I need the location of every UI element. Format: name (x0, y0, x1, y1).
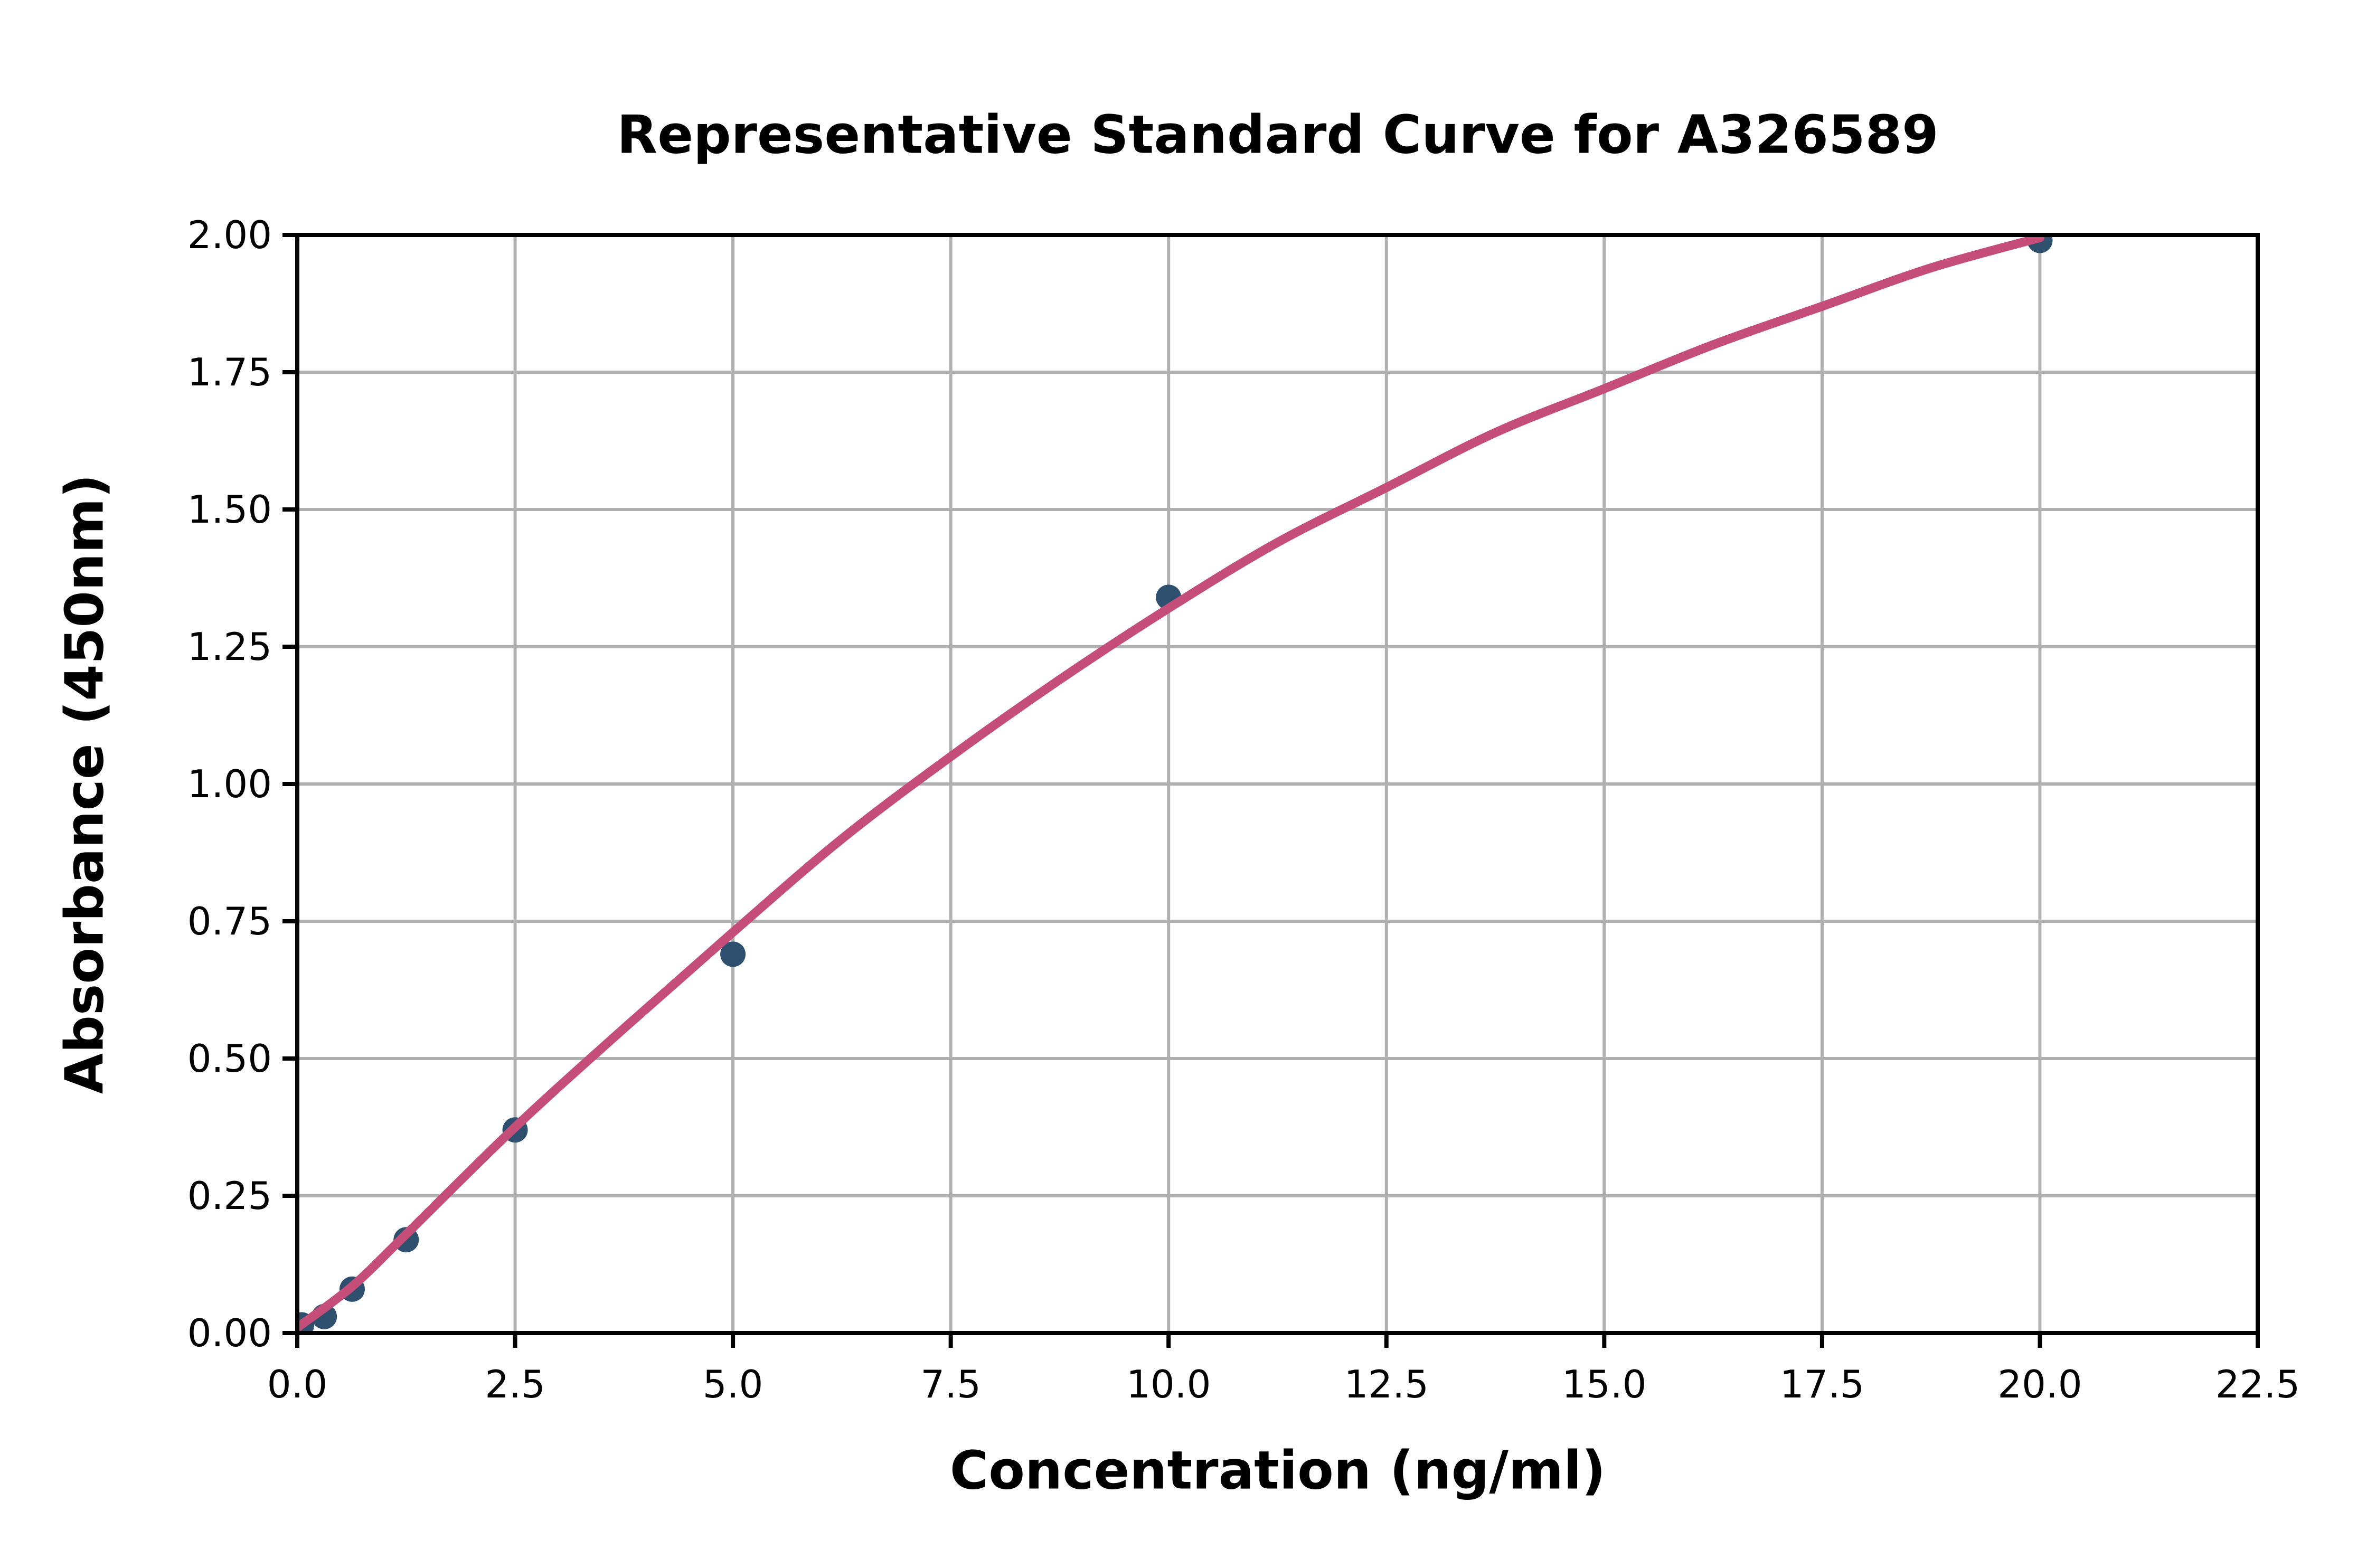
x-tick-label: 12.5 (1344, 1362, 1429, 1406)
x-tick-label: 22.5 (2215, 1362, 2300, 1406)
y-axis-tick-labels: 0.00 0.25 0.50 0.75 1.00 1.25 1.50 1.75 2.00 (187, 213, 272, 1355)
y-tick-label: 0.75 (187, 899, 272, 943)
x-axis-label: Concentration (ng/ml) (950, 1440, 1606, 1501)
x-axis-tick-labels: 0.0 2.5 5.0 7.5 10.0 12.5 15.0 17.5 20.0 22.5 (267, 1362, 2300, 1406)
y-axis-ticks (282, 233, 297, 1335)
fit-curve-line (297, 235, 2044, 1333)
y-tick-label: 0.50 (187, 1036, 272, 1081)
y-axis-label: Absorbance (450nm) (54, 474, 116, 1094)
y-tick-label: 2.00 (187, 213, 272, 257)
x-tick-label: 5.0 (703, 1362, 763, 1406)
x-tick-label: 2.5 (485, 1362, 545, 1406)
y-tick-label: 1.00 (187, 762, 272, 806)
x-tick-label: 15.0 (1562, 1362, 1646, 1406)
x-tick-label: 7.5 (920, 1362, 981, 1406)
y-tick-label: 1.50 (187, 487, 272, 532)
y-tick-label: 0.00 (187, 1311, 272, 1355)
x-tick-label: 0.0 (267, 1362, 328, 1406)
data-point (720, 941, 746, 967)
y-tick-label: 1.75 (187, 350, 272, 394)
x-axis-ticks (295, 1333, 2260, 1348)
x-tick-label: 20.0 (1997, 1362, 2082, 1406)
y-tick-label: 1.25 (187, 625, 272, 669)
chart-title: Representative Standard Curve for A32658… (617, 104, 1938, 166)
y-tick-label: 0.25 (187, 1174, 272, 1218)
x-tick-label: 17.5 (1780, 1362, 1864, 1406)
x-tick-label: 10.0 (1126, 1362, 1211, 1406)
